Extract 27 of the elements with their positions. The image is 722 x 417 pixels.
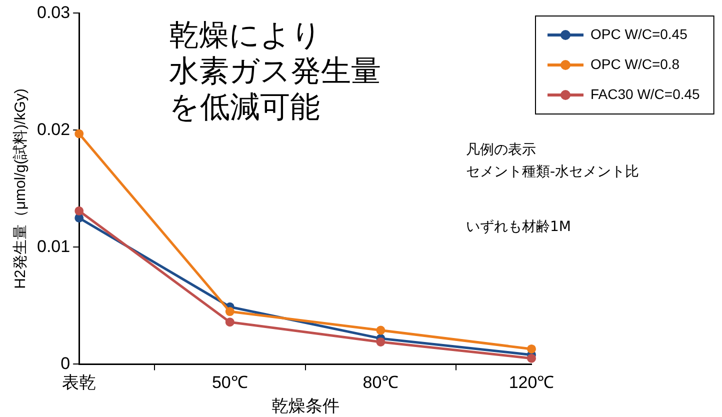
- x-tick-label: 50℃: [212, 373, 248, 392]
- y-tick-label: 0.01: [36, 236, 70, 256]
- point: [376, 326, 386, 335]
- point: [376, 337, 386, 346]
- y-tick-label: 0: [60, 354, 70, 373]
- legend-label: OPC W/C=0.8: [590, 56, 680, 72]
- x-axis-title: 乾燥条件: [271, 396, 340, 416]
- annotation: 水素ガス発生量: [169, 54, 382, 90]
- x-tick-label: 80℃: [362, 373, 399, 392]
- x-tick-label: 120℃: [508, 373, 554, 392]
- annotation: を低減可能: [169, 90, 320, 126]
- annotation: 凡例の表示: [466, 142, 536, 158]
- y-tick-label: 0.03: [36, 2, 70, 22]
- point: [527, 354, 536, 363]
- point: [527, 344, 536, 354]
- point: [74, 129, 84, 138]
- point: [225, 307, 234, 316]
- annotation: いずれも材齢1M: [466, 219, 571, 236]
- annotation: 乾燥により: [169, 18, 322, 54]
- point: [225, 318, 234, 327]
- point: [74, 206, 84, 216]
- legend-label: FAC30 W/C=0.45: [590, 86, 700, 102]
- annotation: セメント種類-水セメント比: [466, 164, 640, 180]
- y-tick-label: 0.02: [36, 120, 70, 139]
- y-axis-title: H2発生量（μmol/g(試料)/kGy): [12, 88, 30, 289]
- legend-label: OPC W/C=0.45: [590, 26, 688, 42]
- x-tick-label: 表乾: [62, 373, 96, 392]
